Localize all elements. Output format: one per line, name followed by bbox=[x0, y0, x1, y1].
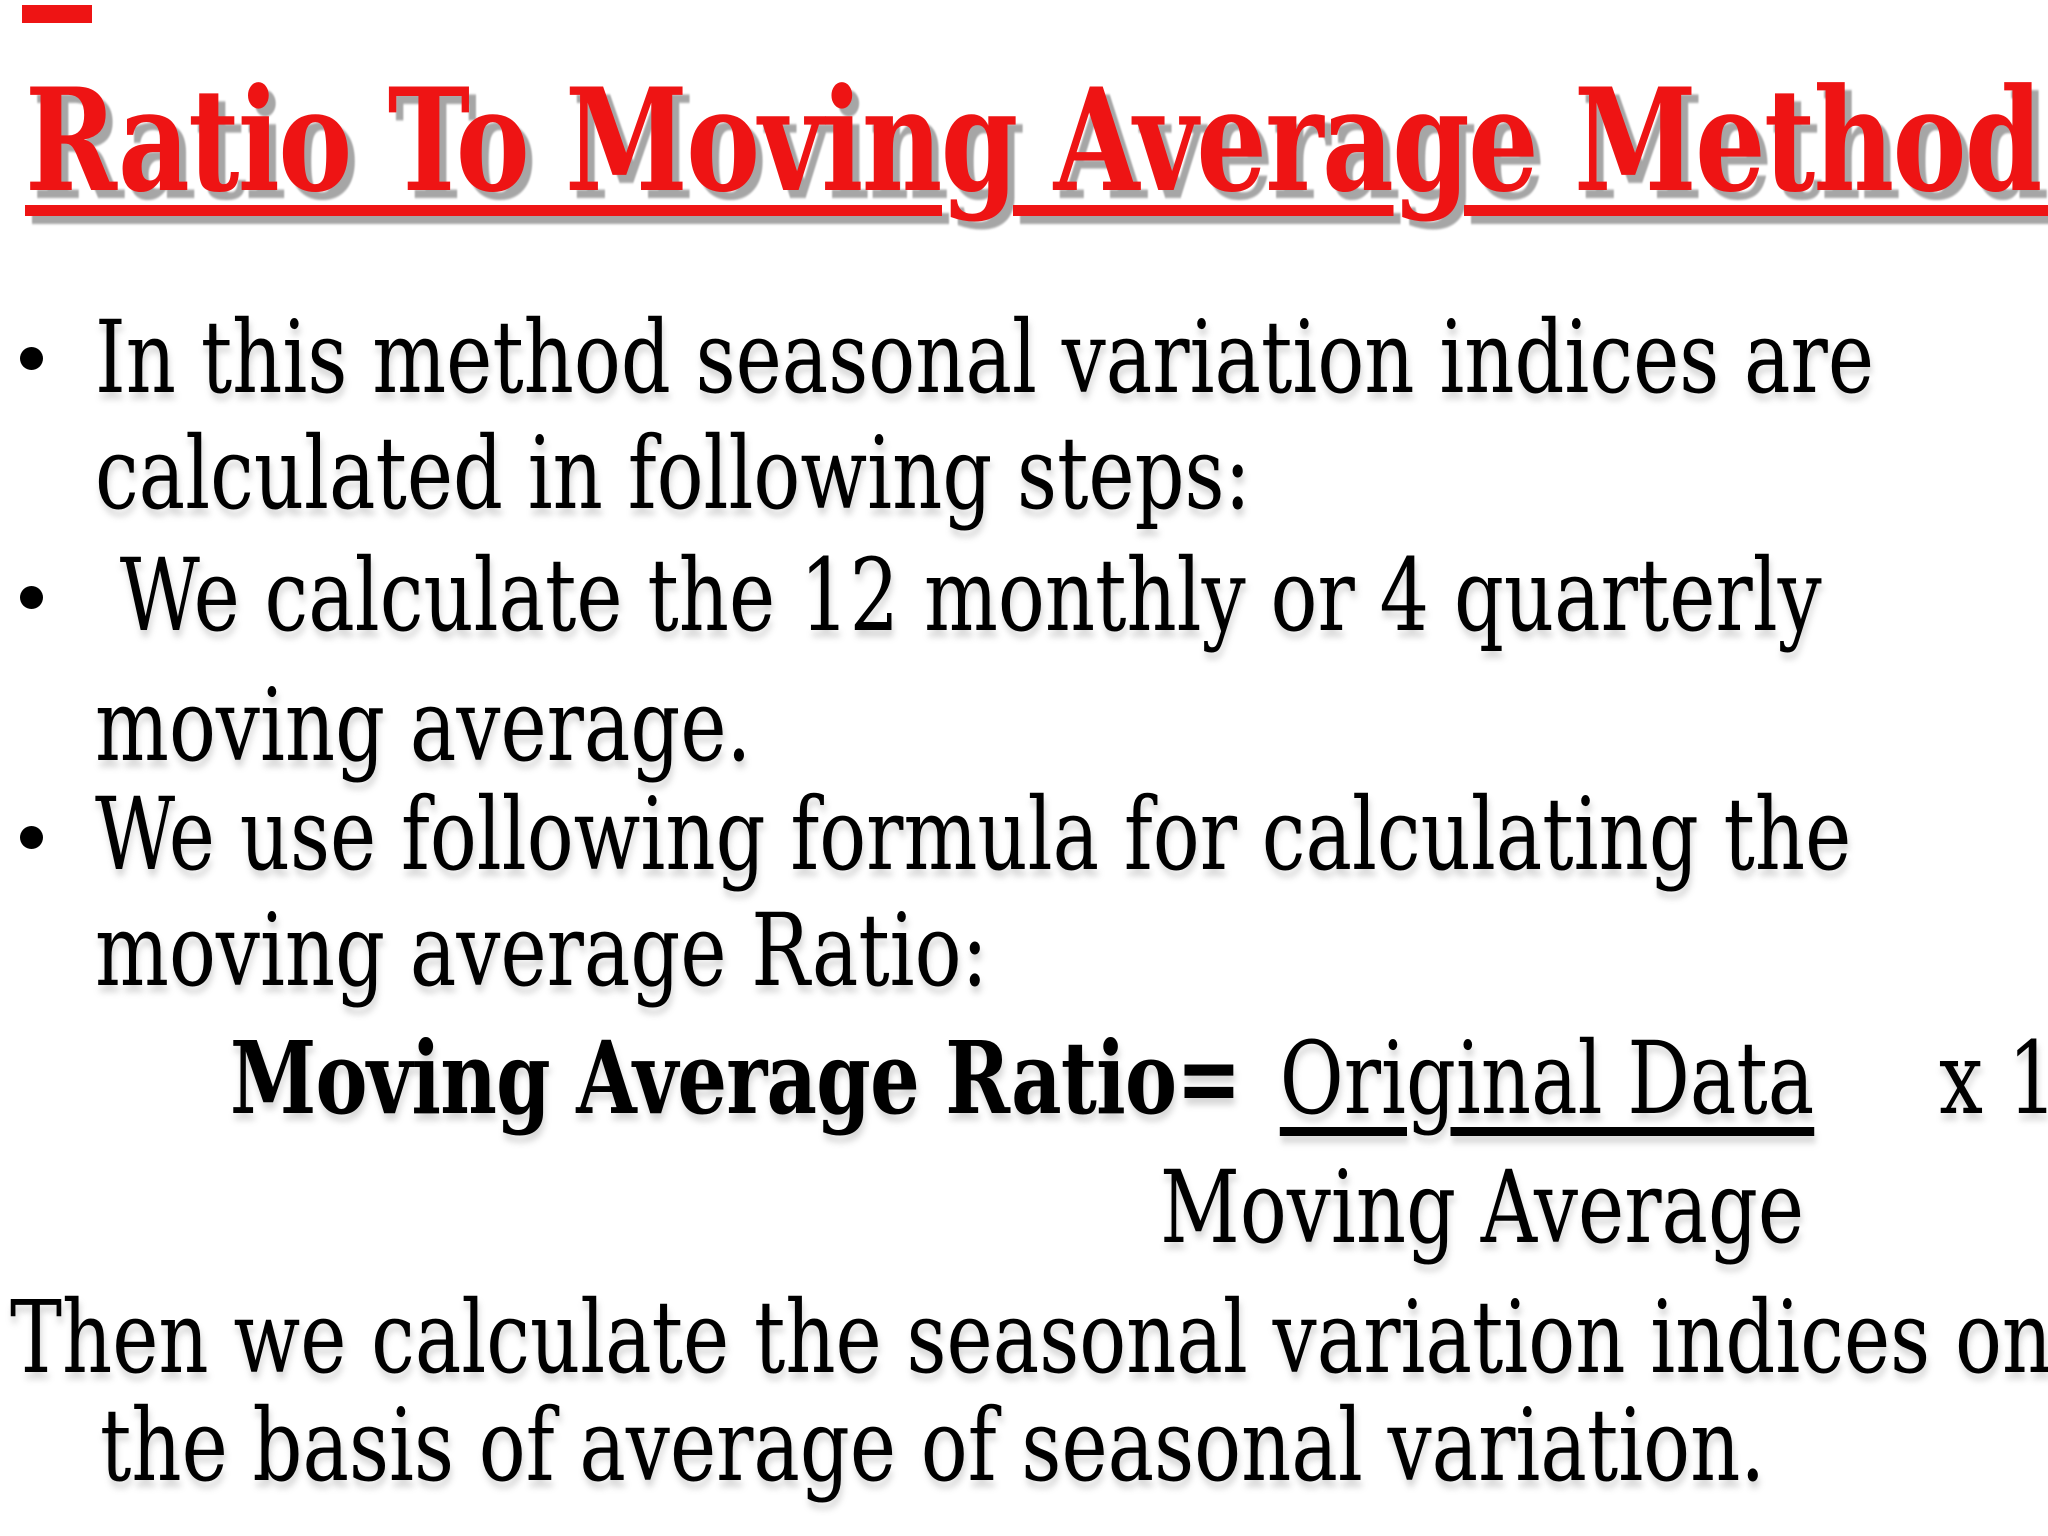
bullet-line: In this method seasonal variation indice… bbox=[95, 299, 1874, 416]
closing-line: Then we calculate the seasonal variation… bbox=[10, 1279, 2048, 1396]
bullet-item-3: We use following formula for calculating… bbox=[95, 777, 2048, 1009]
slide-title: Ratio To Moving Average Method: bbox=[25, 58, 2048, 224]
bullet-dot-icon bbox=[20, 826, 43, 849]
bullet-item-2: We calculate the 12 monthly or 4 quarter… bbox=[95, 531, 2048, 791]
bullet-line: calculated in following steps: bbox=[95, 415, 1251, 532]
bullet-line: moving average Ratio: bbox=[95, 892, 988, 1009]
closing-paragraph: Then we calculate the seasonal variation… bbox=[10, 1284, 2048, 1500]
formula-denominator: Moving Average bbox=[1160, 1149, 1805, 1266]
formula-lhs: Moving Average Ratio= bbox=[230, 1019, 1242, 1137]
bullet-line: We calculate the 12 monthly or 4 quarter… bbox=[95, 537, 1822, 654]
bullet-item-1: In this method seasonal variation indice… bbox=[95, 300, 2048, 532]
top-left-red-bar bbox=[22, 5, 92, 23]
formula-multiplier: x 100 bbox=[1939, 1020, 2048, 1137]
closing-line: the basis of average of seasonal variati… bbox=[100, 1387, 1766, 1504]
bullet-line: We use following formula for calculating… bbox=[95, 776, 1852, 893]
formula-denominator-line: Moving Average bbox=[1160, 1150, 1986, 1266]
formula-line: Moving Average Ratio= Original Data x 100 bbox=[230, 1020, 2048, 1137]
bullet-dot-icon bbox=[20, 586, 43, 609]
bullet-dot-icon bbox=[20, 347, 43, 370]
bullet-line: moving average. bbox=[95, 667, 752, 784]
formula-numerator: Original Data bbox=[1279, 1020, 1815, 1137]
formula-numerator-line: Moving Average Ratio= Original Data x 100 bbox=[230, 1020, 2048, 1137]
